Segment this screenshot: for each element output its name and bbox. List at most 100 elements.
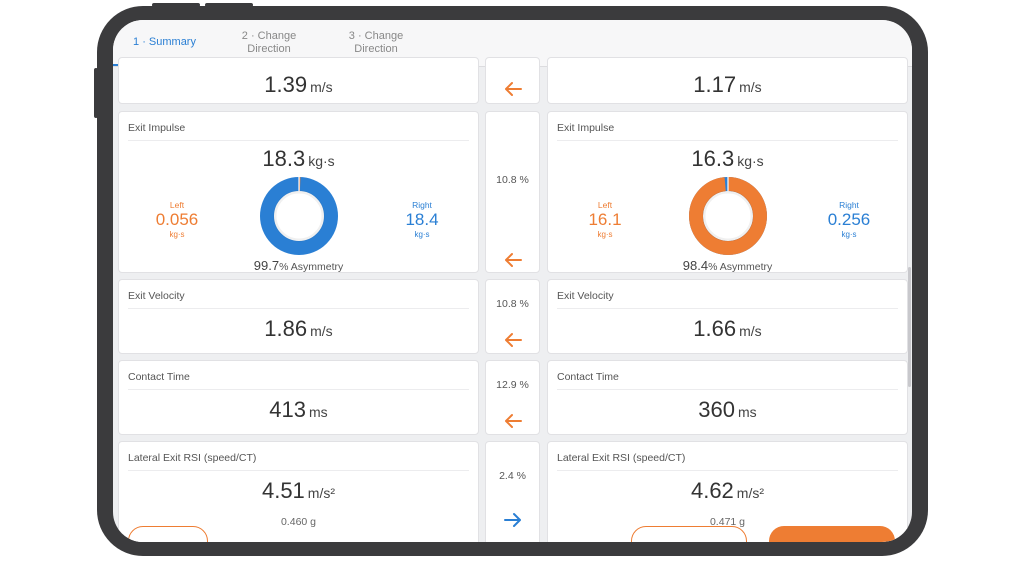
scrollbar[interactable] <box>908 267 911 387</box>
top-metric-card-right: 1.17 m/s <box>547 57 908 104</box>
exit-impulse-compare-cell: 10.8 % <box>485 111 540 273</box>
right-value: 18.4 <box>405 210 439 229</box>
contact-time-unit-left: ms <box>309 404 328 420</box>
asymmetry-value-left: 99.7 <box>253 258 280 273</box>
asymmetry-donut-chart <box>260 177 338 255</box>
lateral-rsi-card-left: Lateral Exit RSI (speed/CT) 4.51 m/s² 0.4… <box>118 441 479 542</box>
card-divider <box>128 470 469 471</box>
asymmetry-readout-left: 99.7% Asymmetry <box>119 258 478 273</box>
card-divider <box>557 389 898 390</box>
top-compare-cell <box>485 57 540 104</box>
top-metric-card-left: 1.39 m/s <box>118 57 479 104</box>
top-right-unit: m/s <box>739 79 762 95</box>
export-action-button[interactable] <box>631 526 747 542</box>
lateral-rsi-diff-percent: 2.4 % <box>499 470 526 482</box>
asymmetry-label-left: % Asymmetry <box>279 261 344 273</box>
card-divider <box>128 140 469 141</box>
tablet-top-button-1 <box>152 3 200 7</box>
asymmetry-readout-right: 98.4% Asymmetry <box>548 258 907 273</box>
exit-velocity-compare-cell: 10.8 % <box>485 279 540 354</box>
summary-content: 1.39 m/s 1.17 m/s Exit Impulse 18.3 kg·s Le… <box>113 57 912 542</box>
left-label: Left <box>597 200 613 210</box>
lateral-rsi-card-right: Lateral Exit RSI (speed/CT) 4.62 m/s² 0.4… <box>547 441 908 542</box>
exit-velocity-title-right: Exit Velocity <box>557 290 614 302</box>
contact-time-compare-cell: 12.9 % <box>485 360 540 435</box>
contact-time-value-left: 413 <box>269 397 307 422</box>
top-left-value: 1.39 <box>264 72 308 97</box>
tab-change-direction-3-label: 3 · Change Direction <box>348 30 404 55</box>
contact-time-title-left: Contact Time <box>128 371 190 383</box>
lateral-rsi-g-left: 0.460 g <box>280 516 317 528</box>
lateral-rsi-unit-right: m/s² <box>736 485 765 501</box>
lateral-rsi-g-right: 0.471 g <box>709 516 746 528</box>
contact-time-card-left: Contact Time 413 ms <box>118 360 479 435</box>
arrow-left-icon <box>504 82 522 96</box>
right-label: Right <box>412 200 432 210</box>
exit-velocity-unit-left: m/s <box>310 323 333 339</box>
card-divider <box>557 308 898 309</box>
exit-impulse-card-left: Exit Impulse 18.3 kg·s Left 0.056 kg·s Ri… <box>118 111 479 273</box>
exit-impulse-total-right: 16.3 <box>691 146 735 171</box>
left-value: 0.056 <box>155 210 199 229</box>
bottom-left-action-button[interactable] <box>128 526 208 542</box>
lateral-rsi-title-left: Lateral Exit RSI (speed/CT) <box>128 452 257 464</box>
lateral-rsi-value-left: 4.51 <box>261 478 305 503</box>
left-foot-stat: Left 0.056 kg·s <box>142 200 212 239</box>
right-foot-stat: Right 0.256 kg·s <box>814 200 884 239</box>
exit-velocity-unit-right: m/s <box>739 323 762 339</box>
app-screen: 1 · Summary 2 · Change Direction 3 · Cha… <box>113 20 912 542</box>
exit-velocity-card-left: Exit Velocity 1.86 m/s <box>118 279 479 354</box>
lateral-rsi-unit-left: m/s² <box>307 485 336 501</box>
tablet-side-button <box>94 68 98 118</box>
exit-impulse-title-left: Exit Impulse <box>128 122 186 134</box>
donut-hole <box>702 190 754 242</box>
contact-time-diff-percent: 12.9 % <box>496 379 529 391</box>
lateral-rsi-title-right: Lateral Exit RSI (speed/CT) <box>557 452 686 464</box>
contact-time-value-right: 360 <box>698 397 736 422</box>
exit-velocity-card-right: Exit Velocity 1.66 m/s <box>547 279 908 354</box>
right-unit: kg·s <box>841 230 857 239</box>
top-right-value: 1.17 <box>693 72 737 97</box>
exit-impulse-unit-right: kg·s <box>737 153 764 169</box>
asymmetry-value-right: 98.4 <box>682 258 709 273</box>
tab-change-direction-3[interactable]: 3 · Change Direction <box>338 20 414 66</box>
arrow-right-icon <box>503 513 521 527</box>
asymmetry-label-right: % Asymmetry <box>708 261 773 273</box>
left-unit: kg·s <box>597 230 613 239</box>
tab-change-direction-2[interactable]: 2 · Change Direction <box>231 20 307 66</box>
left-unit: kg·s <box>169 230 185 239</box>
arrow-left-icon <box>504 333 522 347</box>
card-divider <box>557 140 898 141</box>
contact-time-unit-right: ms <box>738 404 757 420</box>
contact-time-card-right: Contact Time 360 ms <box>547 360 908 435</box>
arrow-left-icon <box>504 253 522 267</box>
card-divider <box>128 389 469 390</box>
tablet-top-button-2 <box>205 3 253 7</box>
exit-impulse-unit-left: kg·s <box>308 153 335 169</box>
asymmetry-donut-chart <box>689 177 767 255</box>
right-value: 0.256 <box>827 210 871 229</box>
card-divider <box>128 308 469 309</box>
tab-change-direction-2-label: 2 · Change Direction <box>241 30 297 55</box>
right-unit: kg·s <box>414 230 430 239</box>
exit-impulse-total-left: 18.3 <box>262 146 306 171</box>
card-divider <box>557 470 898 471</box>
left-foot-stat: Left 16.1 kg·s <box>570 200 640 239</box>
lateral-rsi-value-right: 4.62 <box>690 478 734 503</box>
donut-hole <box>273 190 325 242</box>
left-value: 16.1 <box>588 210 622 229</box>
exit-velocity-title-left: Exit Velocity <box>128 290 185 302</box>
exit-velocity-diff-percent: 10.8 % <box>496 298 529 310</box>
exit-impulse-diff-percent: 10.8 % <box>496 174 529 186</box>
right-foot-stat: Right 18.4 kg·s <box>387 200 457 239</box>
arrow-left-icon <box>504 414 522 428</box>
primary-action-button[interactable] <box>769 526 895 542</box>
top-left-unit: m/s <box>310 79 333 95</box>
exit-impulse-title-right: Exit Impulse <box>557 122 615 134</box>
lateral-rsi-compare-cell: 2.4 % <box>485 441 540 542</box>
right-label: Right <box>839 200 859 210</box>
exit-impulse-card-right: Exit Impulse 16.3 kg·s Left 16.1 kg·s Rig… <box>547 111 908 273</box>
left-label: Left <box>169 200 185 210</box>
exit-velocity-value-left: 1.86 <box>264 316 308 341</box>
tab-summary-label: 1 · Summary <box>133 35 196 48</box>
